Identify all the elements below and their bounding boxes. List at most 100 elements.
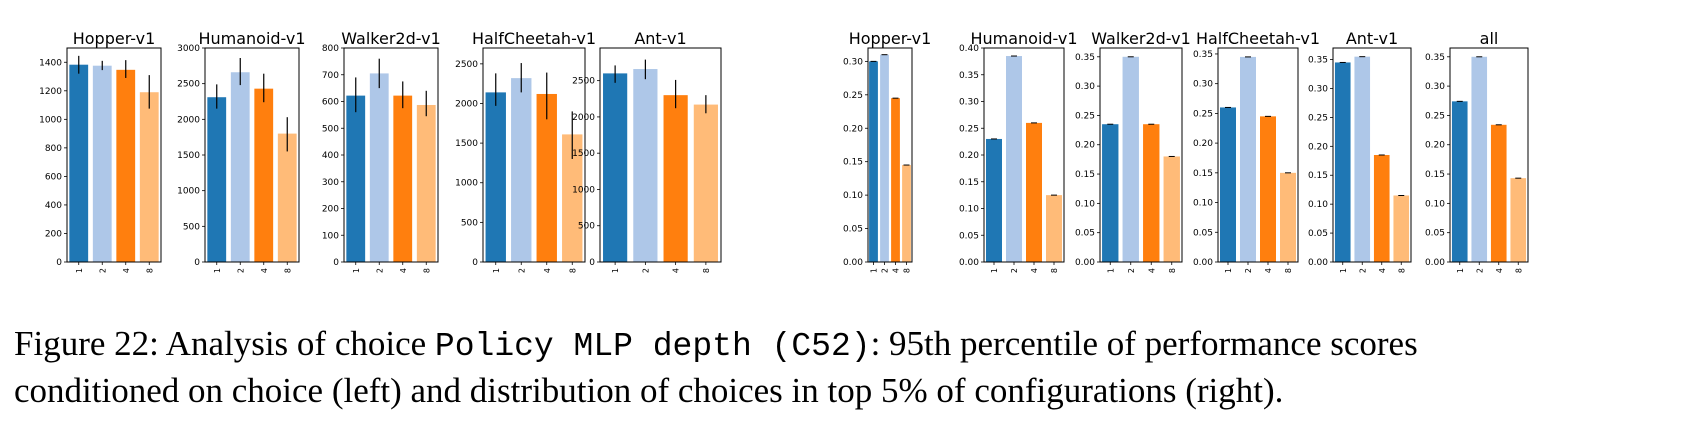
x-tick-label: 2 (98, 268, 107, 273)
panel-title: Humanoid-v1 (198, 29, 305, 48)
bar (1163, 156, 1180, 262)
y-tick-label: 600 (45, 172, 62, 182)
y-tick-label: 0.00 (1425, 258, 1445, 268)
y-tick-label: 1500 (455, 139, 478, 149)
x-tick-label: 8 (903, 268, 912, 273)
y-tick-label: 0.10 (1193, 199, 1213, 209)
bar (1122, 56, 1139, 262)
y-tick-label: 0.35 (1308, 56, 1328, 66)
y-tick-label: 700 (322, 71, 339, 81)
y-tick-label: 3000 (177, 44, 200, 54)
right-panel-6: 1 2 4 8 0.00 0.05 0.10 0.15 0.20 0.25 0.30 0.35 all (1425, 29, 1529, 273)
y-tick-label: 0.25 (1308, 113, 1328, 123)
bar (92, 65, 112, 262)
x-tick-label: 4 (543, 268, 552, 273)
bar (891, 98, 900, 262)
caption-line2: conditioned on choice (left) and distrib… (14, 371, 1284, 410)
bar (346, 95, 366, 263)
x-tick-label: 4 (1264, 268, 1273, 273)
y-tick-label: 0.20 (1308, 142, 1328, 152)
x-tick-label: 1 (492, 268, 501, 273)
x-tick-label: 8 (1397, 268, 1406, 273)
y-tick-label: 0.25 (959, 124, 979, 134)
right-panel-4: 1 2 4 8 0.00 0.05 0.10 0.15 0.20 0.25 0.30 0.35 Half… (1193, 29, 1320, 273)
y-tick-label: 0.10 (843, 191, 863, 201)
x-tick-label: 2 (1244, 268, 1253, 273)
x-tick-label: 8 (1284, 268, 1293, 273)
y-tick-label: 0.05 (959, 231, 979, 241)
bar (1046, 195, 1062, 262)
bar (603, 73, 628, 262)
y-tick-label: 1000 (455, 179, 478, 189)
x-tick-label: 4 (1378, 268, 1387, 273)
panel-title: all (1480, 29, 1499, 48)
y-tick-label: 100 (322, 231, 339, 241)
panel-title: Walker2d-v1 (341, 29, 441, 48)
y-tick-label: 1500 (177, 151, 200, 161)
x-tick-label: 8 (422, 268, 431, 273)
y-tick-label: 0.35 (959, 71, 979, 81)
y-tick-label: 0.05 (1425, 229, 1445, 239)
x-tick-label: 2 (236, 268, 245, 273)
y-tick-label: 0.00 (1075, 258, 1095, 268)
y-tick-label: 800 (322, 44, 339, 54)
bar (116, 69, 136, 262)
caption-prefix: Figure 22: Analysis of choice (14, 324, 435, 363)
bar (207, 97, 227, 262)
y-tick-label: 0.35 (1075, 53, 1095, 63)
y-tick-label: 0.25 (843, 91, 863, 101)
panel-title: Ant-v1 (634, 29, 686, 48)
bar (393, 95, 413, 263)
bar (1280, 172, 1296, 262)
x-tick-label: 2 (881, 268, 890, 273)
y-tick-label: 0.25 (1193, 109, 1213, 119)
bar (1490, 124, 1507, 262)
bar (1260, 116, 1276, 262)
plot-frame (1449, 47, 1529, 263)
y-tick-label: 2500 (177, 80, 200, 90)
y-tick-label: 0.10 (1075, 199, 1095, 209)
y-tick-label: 0.05 (1193, 228, 1213, 238)
x-tick-label: 1 (990, 268, 999, 273)
x-tick-label: 2 (641, 268, 650, 273)
panel-title: Hopper-v1 (73, 29, 156, 48)
plot-frame (983, 47, 1065, 263)
x-tick-label: 8 (1050, 268, 1059, 273)
x-tick-label: 4 (399, 268, 408, 273)
y-tick-label: 0.05 (1308, 229, 1328, 239)
plot-frame (1217, 47, 1299, 263)
y-tick-label: 0.05 (1075, 229, 1095, 239)
left-panel-4: 1 2 4 8 0 500 1000 1500 2000 2500 HalfCheetah-v1 (455, 29, 596, 273)
x-tick-label: 4 (260, 268, 269, 273)
y-tick-label: 400 (45, 201, 62, 211)
x-tick-label: 8 (145, 268, 154, 273)
x-tick-label: 8 (283, 268, 292, 273)
y-tick-label: 1000 (177, 187, 200, 197)
y-tick-label: 200 (322, 205, 339, 215)
x-tick-label: 1 (870, 268, 879, 273)
y-tick-label: 0.25 (1075, 111, 1095, 121)
bar (633, 69, 658, 262)
x-tick-label: 2 (1010, 268, 1019, 273)
bar (254, 88, 274, 262)
bar (139, 92, 159, 262)
y-tick-label: 0.20 (1425, 141, 1445, 151)
x-tick-label: 1 (1339, 268, 1348, 273)
y-tick-label: 2000 (177, 115, 200, 125)
plot-frame (343, 47, 439, 263)
x-tick-label: 1 (611, 268, 620, 273)
y-tick-label: 500 (461, 218, 478, 228)
bar (1102, 124, 1119, 262)
bar (369, 73, 389, 262)
panel-title: HalfCheetah-v1 (1196, 29, 1320, 48)
panel-title: Humanoid-v1 (970, 29, 1077, 48)
plot-frame (599, 47, 722, 263)
bar (1220, 107, 1236, 262)
y-tick-label: 600 (322, 98, 339, 108)
bar (536, 93, 557, 262)
y-tick-label: 0.20 (959, 151, 979, 161)
y-tick-label: 1400 (39, 58, 62, 68)
y-tick-label: 0.15 (1425, 170, 1445, 180)
y-tick-label: 0.00 (959, 258, 979, 268)
